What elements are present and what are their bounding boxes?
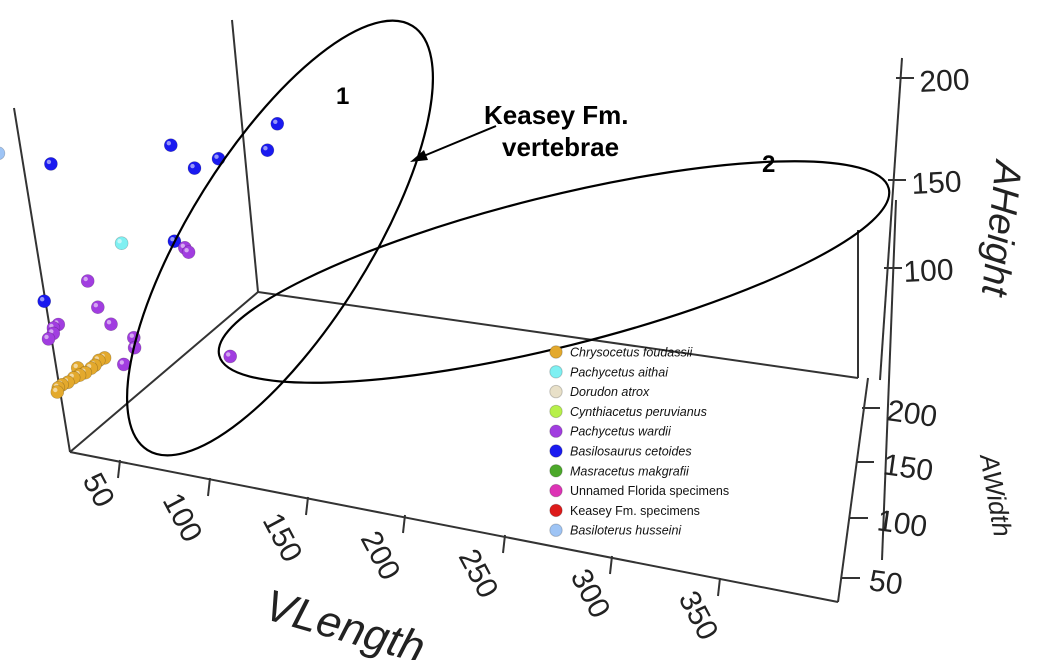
x-tick-label: 300 — [564, 564, 617, 624]
legend-marker — [549, 444, 563, 458]
legend-label: Basilosaurus cetoides — [570, 445, 692, 459]
z-ticks: 100 150 200 — [884, 63, 970, 289]
keasey-annotation-line2: vertebrae — [502, 132, 619, 162]
y-tick-label: 100 — [875, 504, 929, 544]
x-tick-label: 50 — [76, 468, 121, 513]
data-point-highlight — [214, 154, 219, 159]
z-axis-title: AHeight — [973, 157, 1029, 299]
cluster-2-label: 2 — [762, 151, 775, 178]
data-point — [164, 138, 178, 152]
x-tick-label: 150 — [256, 508, 309, 568]
data-point — [0, 146, 6, 160]
axis-frame — [13, 19, 903, 603]
data-point — [41, 332, 56, 346]
legend-label: Keasey Fm. specimens — [570, 504, 700, 518]
data-point-highlight — [119, 360, 125, 365]
x-axis-title: VLength — [259, 581, 430, 660]
legend-label: Chrysocetus foudassii — [570, 346, 694, 360]
y-axis-title: AWidth — [974, 450, 1018, 539]
back-vertical-mid — [231, 19, 259, 293]
data-point — [91, 300, 105, 315]
data-point-highlight — [117, 239, 122, 244]
data-point — [181, 245, 196, 259]
data-point — [80, 274, 95, 288]
legend-marker — [549, 523, 563, 537]
data-point — [117, 357, 131, 372]
legend-label: Basiloterus husseini — [570, 524, 682, 538]
z-tick-label: 100 — [903, 253, 955, 289]
legend: Chrysocetus foudassii Pachycetus aithai Do… — [549, 345, 729, 538]
y-tick-label: 200 — [885, 394, 939, 434]
data-point-highlight — [53, 387, 58, 393]
data-point-highlight — [170, 237, 175, 242]
data-point — [270, 117, 285, 131]
keasey-arrow — [410, 125, 497, 162]
data-point-highlight — [44, 334, 49, 340]
y-tick-label: 50 — [867, 564, 905, 601]
data-point-highlight — [49, 329, 54, 334]
y-tick-label: 150 — [881, 448, 935, 488]
x-tick-label: 350 — [672, 586, 725, 646]
data-point-highlight — [226, 352, 231, 357]
z-axis-line — [879, 57, 903, 381]
keasey-annotation-line1: Keasey Fm. — [484, 100, 629, 130]
legend-marker — [549, 345, 563, 359]
cluster-2-ellipse — [217, 160, 891, 384]
legend-label: Pachycetus wardii — [570, 425, 672, 439]
data-point-highlight — [73, 363, 78, 369]
data-point — [223, 349, 237, 364]
right-vertical-2 — [881, 199, 897, 561]
data-point-highlight — [190, 163, 195, 169]
x-tick-label: 200 — [354, 526, 407, 586]
y-axis-line — [837, 377, 869, 603]
legend-marker — [549, 424, 563, 438]
points-layer — [0, 117, 285, 399]
legend-label: Pachycetus aithai — [570, 365, 669, 379]
data-point — [44, 157, 58, 171]
legend-label: Dorudon atrox — [570, 385, 650, 399]
legend-marker — [549, 464, 563, 478]
data-point-highlight — [40, 297, 45, 302]
data-point-highlight — [184, 248, 189, 253]
back-vertical-left — [13, 107, 71, 453]
legend-marker — [549, 483, 563, 498]
data-point-highlight — [129, 333, 134, 338]
data-point — [211, 151, 226, 166]
legend-label: Unnamed Florida specimens — [570, 484, 729, 498]
data-point-highlight — [166, 141, 171, 146]
data-point-highlight — [273, 119, 278, 125]
z-tick-label: 150 — [911, 165, 963, 201]
z-tick-label: 200 — [919, 63, 971, 99]
x-axis-line — [69, 451, 839, 603]
data-point-highlight — [83, 276, 88, 282]
legend-marker — [549, 365, 563, 379]
legend-marker — [549, 503, 563, 518]
x-tick-label: 250 — [452, 544, 505, 604]
data-point-highlight — [180, 243, 185, 248]
legend-marker — [549, 404, 563, 419]
cluster-1-ellipse — [126, 19, 434, 457]
y-ticks: 50 100 150 200 — [842, 394, 939, 602]
legend-label: Masracetus makgrafii — [570, 464, 690, 478]
floor-right-edge — [257, 291, 859, 379]
data-point — [37, 294, 52, 309]
legend-label: Cynthiacetus peruvianus — [570, 405, 707, 419]
data-point — [114, 236, 129, 250]
data-point-highlight — [106, 320, 112, 325]
data-point — [104, 317, 118, 332]
data-point — [260, 143, 275, 157]
data-point-highlight — [263, 146, 268, 151]
cluster-1-label: 1 — [336, 83, 349, 110]
legend-marker — [549, 384, 563, 399]
data-point-highlight — [93, 303, 99, 308]
data-point-highlight — [46, 159, 52, 165]
data-point — [187, 161, 202, 175]
floor-back-edge — [69, 291, 259, 453]
x-tick-label: 100 — [156, 488, 209, 548]
data-point — [50, 385, 65, 399]
